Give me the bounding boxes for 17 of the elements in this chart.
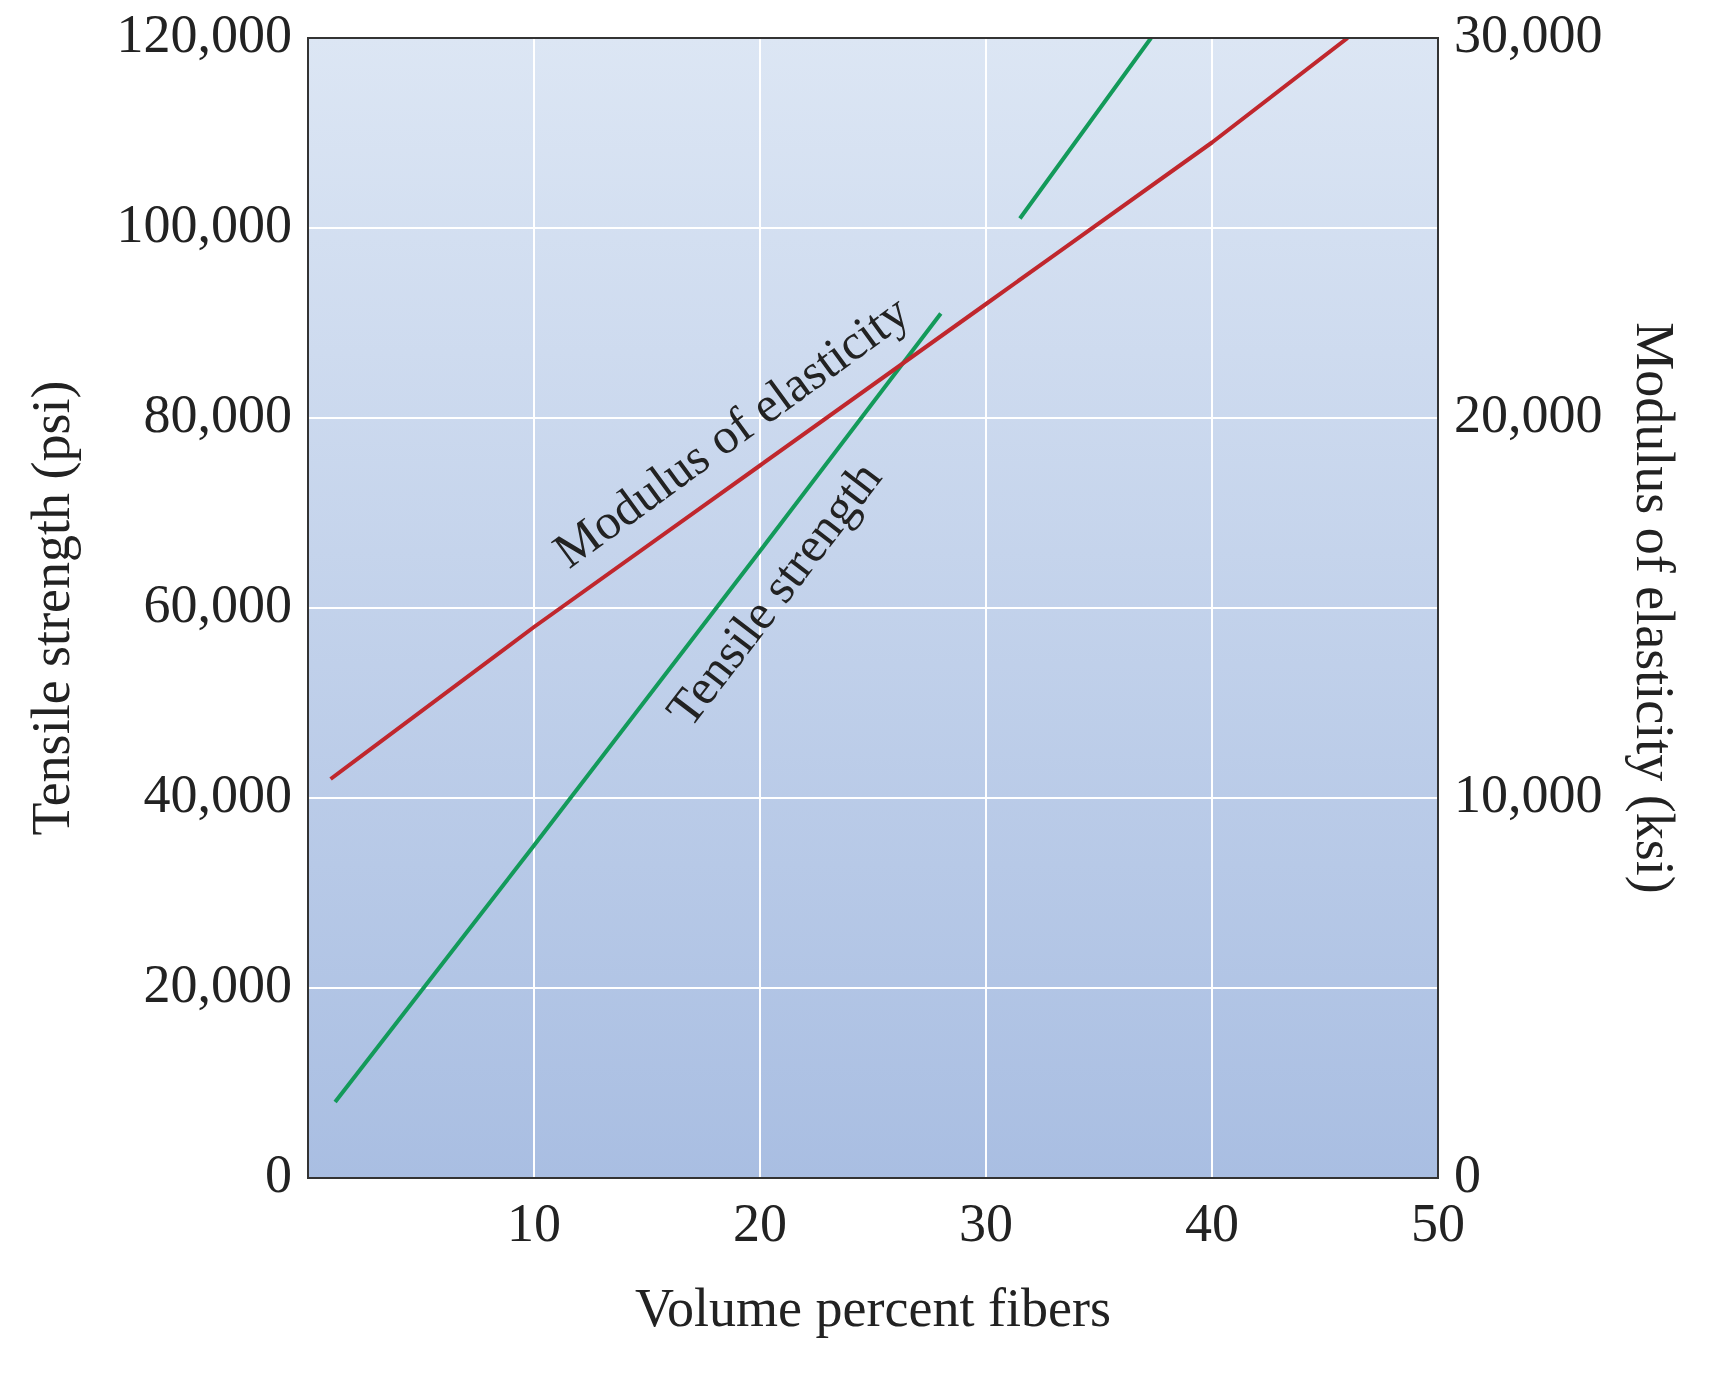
y-tick-label: 100,000 bbox=[116, 194, 292, 255]
y-tick-label: 0 bbox=[265, 1144, 292, 1205]
y2-tick-label: 20,000 bbox=[1454, 384, 1603, 445]
x-tick-label: 10 bbox=[507, 1193, 561, 1254]
y-tick-label: 80,000 bbox=[143, 384, 292, 445]
y2-tick-label: 10,000 bbox=[1454, 764, 1603, 825]
y-tick-label: 40,000 bbox=[143, 764, 292, 825]
x-tick-label: 40 bbox=[1185, 1193, 1239, 1254]
y2-axis-title: Modulus of elasticity (ksi) bbox=[1625, 322, 1686, 894]
y-tick-label: 20,000 bbox=[143, 954, 292, 1015]
y-tick-label: 120,000 bbox=[116, 4, 292, 65]
y-tick-label: 60,000 bbox=[143, 574, 292, 635]
y-axis-title: Tensile strength (psi) bbox=[20, 380, 81, 836]
y2-tick-label: 30,000 bbox=[1454, 4, 1603, 65]
x-tick-label: 20 bbox=[733, 1193, 787, 1254]
x-tick-label: 30 bbox=[959, 1193, 1013, 1254]
x-axis-title: Volume percent fibers bbox=[635, 1277, 1111, 1338]
